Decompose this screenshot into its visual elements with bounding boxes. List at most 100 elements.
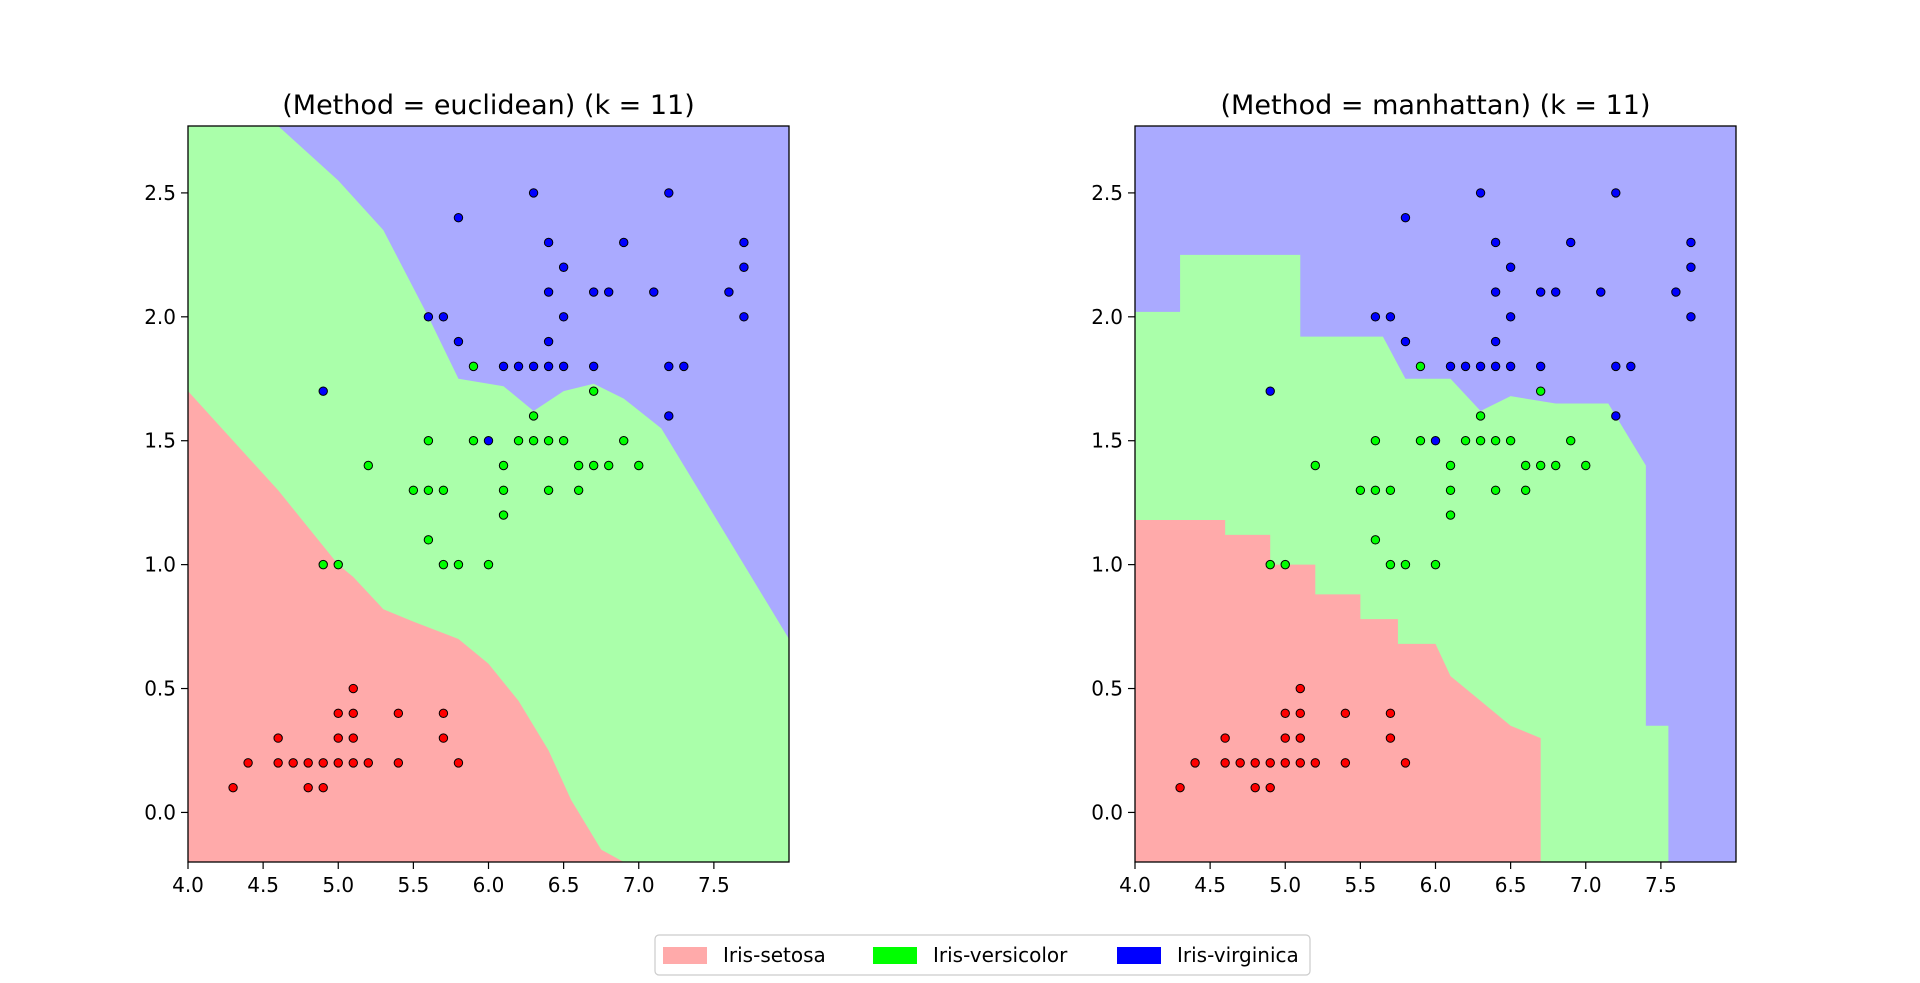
data-point bbox=[1460, 436, 1471, 446]
data-point bbox=[573, 460, 584, 471]
data-point bbox=[348, 708, 358, 719]
x-tick-label: 6.0 bbox=[473, 873, 505, 897]
x-tick-label: 7.5 bbox=[1645, 873, 1677, 897]
data-point bbox=[588, 361, 599, 372]
data-point bbox=[318, 758, 328, 768]
data-point bbox=[724, 287, 734, 297]
data-point bbox=[619, 436, 629, 446]
data-point bbox=[543, 287, 554, 297]
data-point bbox=[393, 708, 404, 719]
region-virginica bbox=[1135, 126, 1736, 862]
data-point bbox=[1265, 559, 1275, 570]
x-tick-label: 5.0 bbox=[322, 873, 354, 897]
data-point bbox=[573, 485, 584, 495]
data-point bbox=[1250, 782, 1260, 793]
data-point bbox=[1385, 708, 1396, 719]
data-point bbox=[1445, 361, 1456, 372]
data-point bbox=[634, 460, 644, 471]
data-point bbox=[453, 758, 464, 768]
data-point bbox=[348, 683, 358, 694]
data-point bbox=[438, 312, 449, 322]
data-point bbox=[453, 559, 464, 570]
data-point bbox=[1460, 361, 1471, 372]
series-iris-setosa bbox=[228, 683, 464, 793]
data-point bbox=[664, 188, 674, 198]
data-point bbox=[1265, 782, 1275, 793]
data-point bbox=[1265, 758, 1275, 768]
series-iris-virginica bbox=[1265, 188, 1696, 446]
data-point bbox=[588, 386, 599, 396]
legend-swatch bbox=[873, 947, 917, 964]
data-point bbox=[1611, 361, 1621, 372]
data-point bbox=[1686, 237, 1696, 248]
data-point bbox=[604, 287, 614, 297]
data-point bbox=[1415, 361, 1426, 372]
data-point bbox=[1220, 758, 1230, 768]
data-point bbox=[1445, 485, 1456, 495]
data-point bbox=[1596, 287, 1606, 297]
data-point bbox=[1490, 336, 1501, 347]
data-point bbox=[1505, 262, 1516, 272]
data-point bbox=[438, 485, 449, 495]
data-point bbox=[423, 535, 434, 545]
data-point bbox=[1400, 212, 1411, 223]
data-point bbox=[303, 758, 313, 768]
data-point bbox=[1385, 312, 1396, 322]
data-point bbox=[1535, 287, 1546, 297]
x-tick-label: 4.0 bbox=[1119, 873, 1151, 897]
data-point bbox=[1310, 758, 1321, 768]
decision-regions bbox=[188, 126, 789, 862]
x-tick-label: 5.5 bbox=[1344, 873, 1376, 897]
data-point bbox=[1475, 436, 1486, 446]
data-point bbox=[483, 559, 494, 570]
data-point bbox=[348, 733, 358, 743]
data-point bbox=[1295, 758, 1305, 768]
data-point bbox=[1310, 460, 1321, 471]
data-point bbox=[558, 262, 569, 272]
data-point bbox=[1280, 758, 1290, 768]
data-point bbox=[1265, 386, 1275, 396]
data-point bbox=[1385, 733, 1396, 743]
data-point bbox=[1490, 237, 1501, 248]
data-point bbox=[1505, 436, 1516, 446]
data-point bbox=[1400, 559, 1411, 570]
chart-title: (Method = manhattan) (k = 11) bbox=[1221, 90, 1651, 121]
chart-title: (Method = euclidean) (k = 11) bbox=[282, 90, 695, 121]
data-point bbox=[528, 411, 539, 421]
data-point bbox=[1551, 460, 1561, 471]
data-point bbox=[1295, 708, 1305, 719]
data-point bbox=[1370, 535, 1381, 545]
data-point bbox=[543, 361, 554, 372]
data-point bbox=[273, 758, 283, 768]
chart-panel-manhattan: 4.0 4.5 5.0 5.5 6.0 6.5 7.0 7.5 0.0 0.5 1.0 1.5 2.0 2… bbox=[1091, 90, 1737, 897]
data-point bbox=[1175, 782, 1185, 793]
x-tick-label: 6.5 bbox=[548, 873, 580, 897]
data-point bbox=[243, 758, 253, 768]
data-point bbox=[333, 733, 343, 743]
data-point bbox=[558, 312, 569, 322]
data-point bbox=[558, 436, 569, 446]
data-point bbox=[498, 361, 509, 372]
data-point bbox=[1520, 485, 1531, 495]
data-point bbox=[468, 436, 479, 446]
data-point bbox=[558, 361, 569, 372]
data-point bbox=[1520, 460, 1531, 471]
data-point bbox=[288, 758, 298, 768]
data-point bbox=[1430, 559, 1441, 570]
data-point bbox=[1505, 312, 1516, 322]
data-point bbox=[513, 361, 524, 372]
data-point bbox=[1370, 436, 1381, 446]
data-point bbox=[1280, 733, 1290, 743]
chart-panel-euclidean: 4.0 4.5 5.0 5.5 6.0 6.5 7.0 7.5 0.0 0.5 1.0 1.5 2.0 2… bbox=[144, 90, 790, 897]
data-point bbox=[664, 411, 674, 421]
data-point bbox=[483, 436, 494, 446]
data-point bbox=[588, 287, 599, 297]
data-point bbox=[438, 733, 449, 743]
legend-label: Iris-virginica bbox=[1177, 943, 1299, 967]
data-point bbox=[1535, 460, 1546, 471]
region-setosa bbox=[188, 391, 624, 862]
series-iris-versicolor bbox=[318, 361, 644, 570]
data-point bbox=[408, 485, 419, 495]
data-point bbox=[543, 436, 554, 446]
data-point bbox=[333, 758, 343, 768]
